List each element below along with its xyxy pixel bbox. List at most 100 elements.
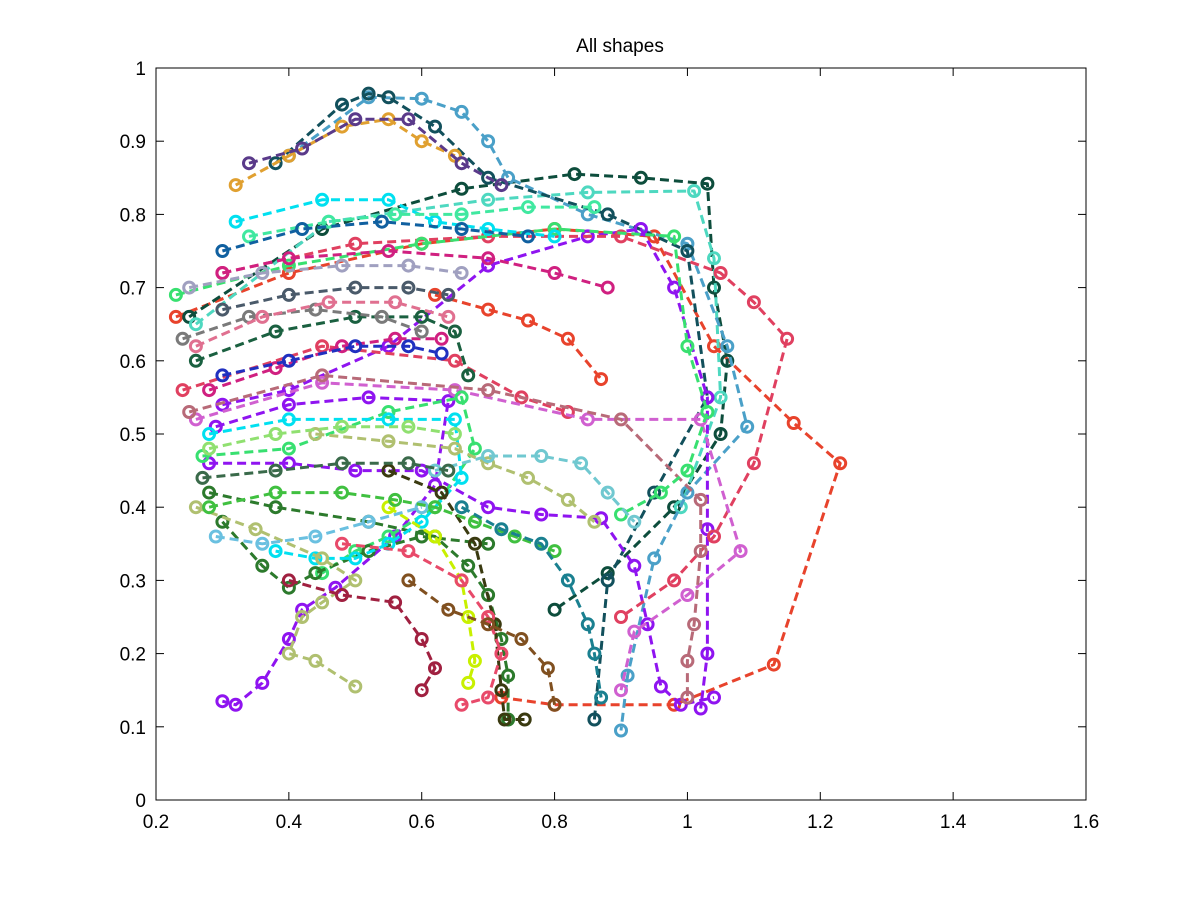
data-point-marker	[242, 229, 256, 244]
data-point-marker	[454, 104, 469, 119]
data-point-marker	[481, 383, 496, 398]
y-tick-label: 0.3	[120, 571, 146, 592]
data-point-marker	[713, 266, 728, 280]
data-point-marker	[700, 405, 715, 419]
data-point-marker	[547, 544, 562, 559]
data-point-marker	[281, 148, 296, 163]
data-point-marker	[780, 331, 795, 346]
data-point-marker	[348, 544, 363, 559]
data-point-marker	[547, 697, 562, 712]
data-point-marker	[388, 295, 403, 310]
data-point-marker	[441, 287, 456, 302]
data-point-marker	[481, 192, 496, 207]
data-point-marker	[281, 251, 296, 266]
data-point-marker	[441, 394, 456, 409]
data-point-marker	[281, 632, 296, 646]
data-point-marker	[335, 97, 349, 112]
data-point-marker	[348, 112, 363, 127]
series-line	[188, 264, 462, 290]
data-point-marker	[700, 390, 715, 405]
data-point-marker	[315, 368, 330, 383]
data-point-marker	[315, 192, 330, 207]
data-point-marker	[700, 646, 715, 661]
series-line	[434, 454, 636, 523]
data-point-marker	[348, 463, 363, 478]
y-tick-label: 0.1	[120, 718, 146, 739]
data-point-marker	[215, 368, 230, 383]
data-point-marker	[720, 353, 735, 368]
data-point-marker	[202, 500, 217, 515]
y-tick-label: 0.5	[120, 425, 146, 446]
data-point-marker	[680, 653, 695, 668]
data-point-marker	[454, 207, 469, 222]
data-point-marker	[693, 492, 708, 507]
y-tick-label: 0	[135, 791, 146, 812]
data-point-marker	[580, 617, 595, 632]
x-tick-label: 0.6	[409, 812, 435, 833]
series-line	[221, 520, 489, 590]
data-point-marker	[202, 383, 217, 398]
shape-series	[215, 214, 535, 258]
data-point-marker	[441, 309, 456, 324]
series-line	[341, 542, 503, 707]
data-point-marker	[228, 214, 243, 229]
data-point-marker	[521, 200, 535, 215]
series-line	[188, 373, 703, 698]
data-point-marker	[667, 229, 682, 244]
data-point-marker	[713, 390, 728, 405]
data-point-marker	[580, 412, 595, 427]
y-tick-label: 1	[135, 59, 146, 80]
data-point-marker	[188, 353, 203, 368]
data-point-marker	[321, 295, 336, 310]
data-point-marker	[401, 112, 416, 127]
series-line	[175, 227, 842, 707]
y-tick-label: 0.6	[120, 352, 146, 373]
data-point-marker	[374, 214, 389, 229]
data-point-marker	[653, 485, 668, 500]
data-point-marker	[627, 514, 642, 529]
shape-series	[202, 419, 462, 456]
data-point-marker	[315, 595, 330, 610]
data-point-marker	[281, 412, 296, 427]
shape-series	[335, 536, 509, 712]
data-point-marker	[335, 119, 349, 134]
x-tick-label: 1.4	[940, 812, 967, 833]
data-point-marker	[587, 514, 602, 529]
data-point-marker	[348, 309, 363, 324]
data-point-marker	[481, 690, 496, 705]
data-point-marker	[381, 434, 396, 449]
data-point-marker	[501, 668, 516, 683]
series-line	[407, 579, 557, 706]
shape-series	[195, 456, 456, 485]
data-point-marker	[786, 416, 801, 430]
data-point-marker	[647, 551, 662, 566]
shape-series	[242, 112, 509, 193]
data-point-marker	[401, 258, 416, 273]
data-point-marker	[202, 441, 217, 456]
data-point-marker	[547, 229, 562, 244]
data-point-marker	[428, 287, 442, 302]
series-line	[222, 249, 609, 290]
data-point-marker	[268, 485, 283, 500]
data-point-marker	[348, 551, 363, 566]
chart-title: All shapes	[576, 36, 664, 57]
data-point-marker	[281, 266, 296, 280]
data-point-marker	[614, 412, 628, 427]
data-point-marker	[361, 86, 376, 101]
data-point-marker	[567, 167, 582, 182]
data-point-marker	[268, 500, 283, 515]
data-point-marker	[600, 573, 615, 588]
data-point-marker	[580, 185, 595, 200]
data-point-marker	[461, 610, 476, 624]
data-point-marker	[308, 551, 323, 566]
x-tick-label: 1.6	[1073, 812, 1099, 833]
data-point-marker	[228, 697, 243, 712]
data-point-marker	[574, 456, 589, 471]
data-point-marker	[414, 514, 429, 529]
data-point-marker	[534, 536, 549, 551]
data-point-marker	[268, 463, 283, 478]
data-point-marker	[693, 544, 708, 559]
data-point-marker	[414, 500, 429, 515]
series-line	[195, 381, 743, 691]
series-line	[195, 300, 449, 348]
